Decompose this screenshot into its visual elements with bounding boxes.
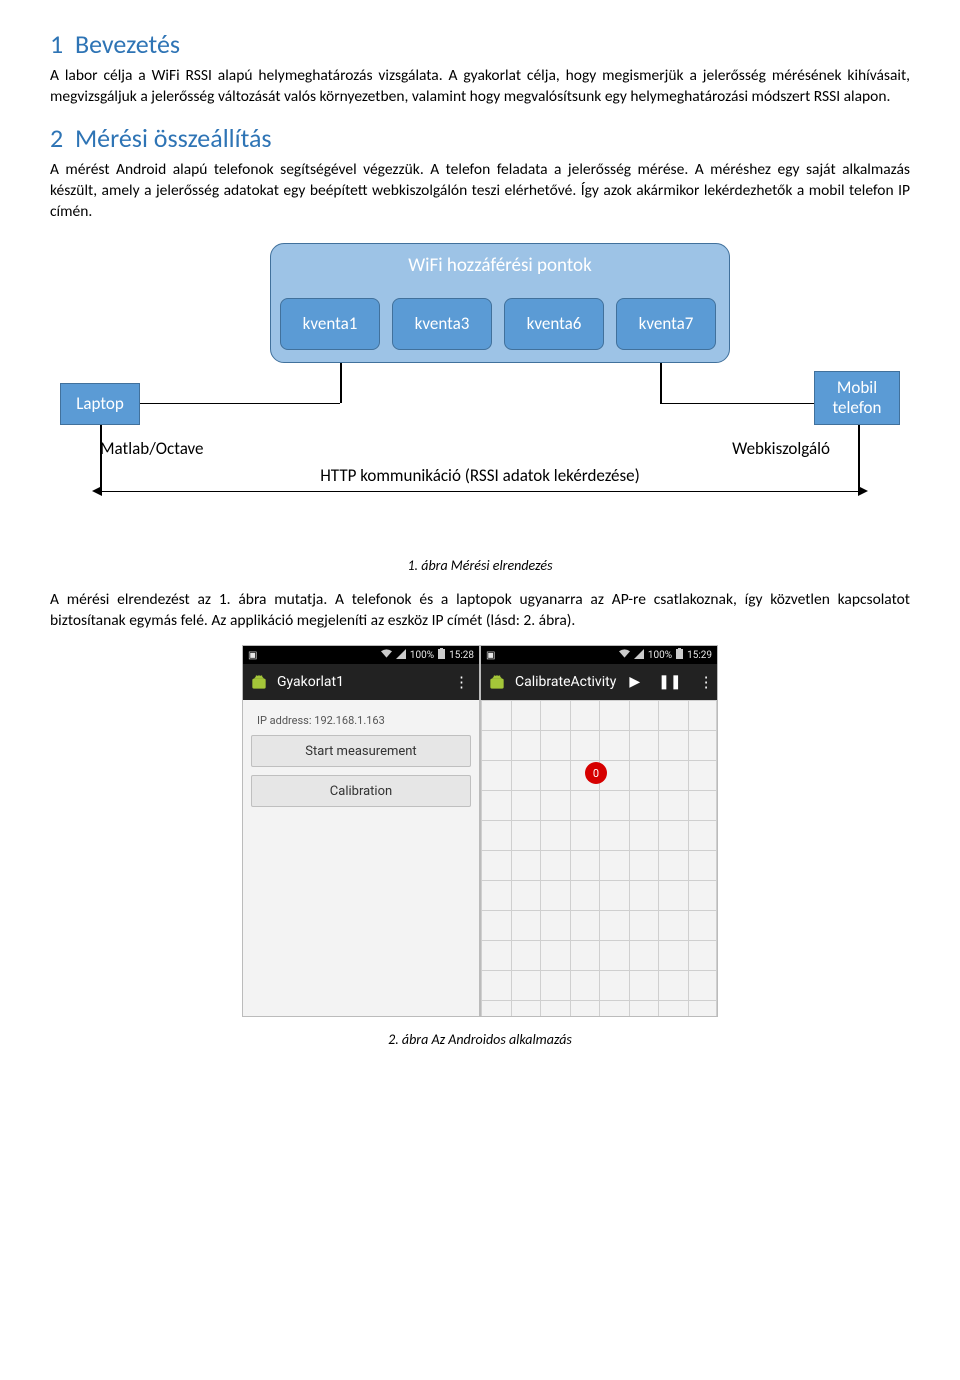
section2-para1: A mérést Android alapú telefonok segítsé… (50, 160, 910, 223)
android-icon (487, 672, 507, 692)
http-label: HTTP kommunikáció (RSSI adatok lekérdezé… (60, 465, 900, 486)
ap-kventa1: kventa1 (280, 298, 380, 350)
section2-title: Mérési összeállítás (75, 122, 272, 154)
section1-heading: 1 Bevezetés (50, 28, 910, 60)
arrow-left-icon (92, 486, 102, 496)
matlab-label: Matlab/Octave (100, 438, 204, 459)
statusbar: ▣ 100% 15:29 (481, 646, 717, 664)
ip-address-label: IP address: 192.168.1.163 (251, 710, 471, 735)
calibration-button[interactable]: Calibration (251, 775, 471, 807)
laptop-node: Laptop (60, 383, 140, 425)
diagram-measurement-setup: WiFi hozzáférési pontok kventa1 kventa3 … (60, 243, 900, 543)
ap-kventa7: kventa7 (616, 298, 716, 350)
phone-body-grid: 0 (481, 700, 717, 1016)
phone-left: ▣ 100% 15:28 Gyakorlat1 ⋮ (242, 645, 480, 1017)
statusbar-left-icon: ▣ (486, 650, 495, 661)
arrow-right-icon (858, 486, 868, 496)
section1-num: 1 (50, 28, 63, 60)
pause-icon[interactable]: ❚❚ (653, 674, 686, 690)
phone-right: ▣ 100% 15:29 CalibrateActivity ▶ (480, 645, 718, 1017)
statusbar: ▣ 100% 15:28 (243, 646, 479, 664)
actionbar: CalibrateActivity ▶ ❚❚ ⋮ (481, 664, 717, 700)
start-measurement-button[interactable]: Start measurement (251, 735, 471, 767)
overflow-menu-icon[interactable]: ⋮ (450, 673, 473, 691)
section1-para: A labor célja a WiFi RSSI alapú helymegh… (50, 66, 910, 108)
signal-text: 100% (410, 650, 434, 661)
wifi-title: WiFi hozzáférési pontok (271, 244, 729, 277)
clock-text: 15:28 (449, 650, 474, 661)
actionbar-title: CalibrateActivity (515, 674, 616, 690)
signal-icon (396, 649, 406, 662)
line (660, 363, 662, 403)
section1-title: Bevezetés (75, 28, 180, 60)
wifi-icon (381, 649, 392, 662)
web-label: Webkiszolgáló (732, 438, 830, 459)
section2-num: 2 (50, 122, 63, 154)
mobil-label: Mobil telefon (815, 378, 899, 417)
overflow-menu-icon[interactable]: ⋮ (695, 673, 718, 691)
line (660, 403, 814, 405)
ap-kventa6: kventa6 (504, 298, 604, 350)
signal-icon (634, 649, 644, 662)
signal-text: 100% (648, 650, 672, 661)
line (140, 403, 340, 405)
calibration-marker[interactable]: 0 (585, 762, 607, 784)
statusbar-left-icon: ▣ (248, 650, 257, 661)
phone-body: IP address: 192.168.1.163 Start measurem… (243, 700, 479, 1016)
mobil-node: Mobil telefon (814, 371, 900, 425)
clock-text: 15:29 (687, 650, 712, 661)
ap-row: kventa1 kventa3 kventa6 kventa7 (280, 298, 716, 350)
section2-heading: 2 Mérési összeállítás (50, 122, 910, 154)
play-icon[interactable]: ▶ (624, 674, 645, 690)
calibration-grid[interactable]: 0 (481, 700, 717, 1016)
actionbar-title: Gyakorlat1 (277, 674, 442, 690)
figure1-caption: 1. ábra Mérési elrendezés (50, 557, 910, 574)
android-icon (249, 672, 269, 692)
phones-row: ▣ 100% 15:28 Gyakorlat1 ⋮ (50, 645, 910, 1017)
line (100, 491, 860, 493)
wifi-icon (619, 649, 630, 662)
actionbar: Gyakorlat1 ⋮ (243, 664, 479, 700)
battery-icon (438, 648, 445, 662)
ap-kventa3: kventa3 (392, 298, 492, 350)
battery-icon (676, 648, 683, 662)
figure2-caption: 2. ábra Az Androidos alkalmazás (50, 1031, 910, 1048)
line (340, 363, 342, 403)
section2-para2: A mérési elrendezést az 1. ábra mutatja.… (50, 590, 910, 632)
